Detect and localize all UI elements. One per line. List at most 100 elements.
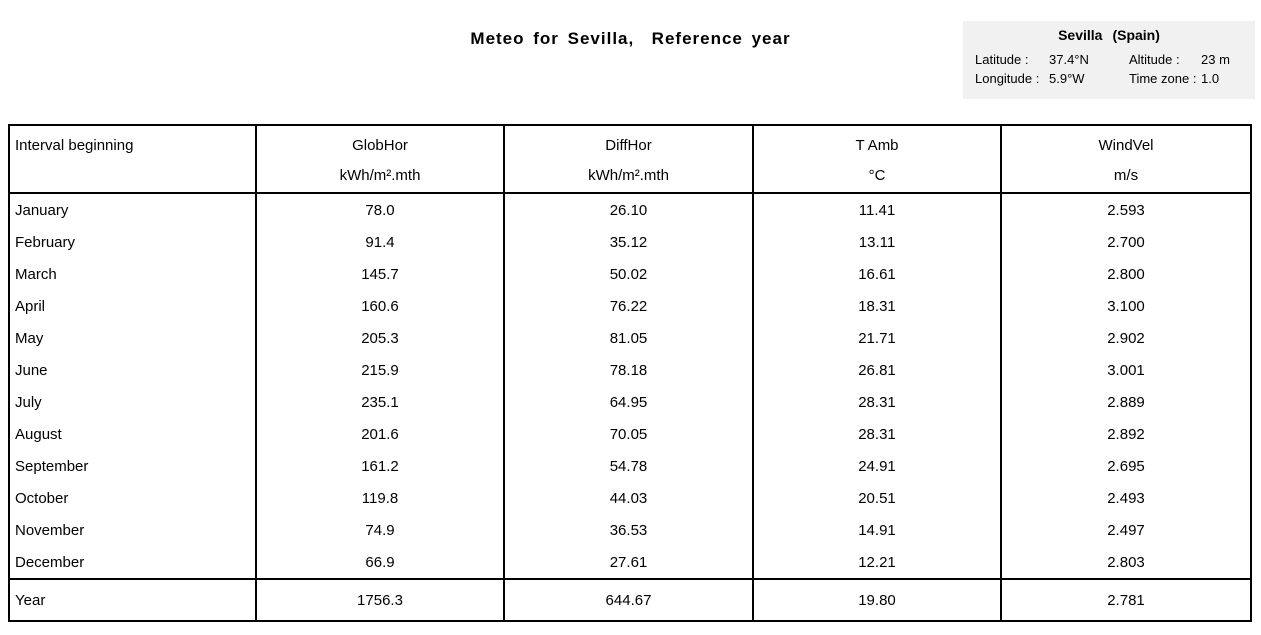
- value-cell: 119.8: [255, 482, 504, 514]
- month-cell: July: [15, 393, 42, 411]
- meteo-table-body: January 78.0 26.10 11.41 2.593 February 91.4 35…: [9, 193, 1251, 579]
- meteo-table-footer: Year 1756.3 644.67 19.80 2.781: [9, 578, 1251, 621]
- column-header-interval: Interval beginning: [9, 125, 256, 194]
- value-cell: 16.61: [752, 258, 1001, 290]
- location-country: (Spain): [1112, 27, 1160, 43]
- value-cell: 3.100: [1000, 290, 1251, 322]
- value-cell: 44.03: [503, 482, 753, 514]
- meteo-table-header: Interval beginning GlobHor kWh/m².mth Di…: [9, 125, 1251, 194]
- latitude-label: Latitude :: [975, 52, 1029, 67]
- location-info-panel: Sevilla (Spain) Latitude : 37.4°N Altitud…: [963, 21, 1255, 99]
- value-cell: 78.0: [255, 193, 504, 226]
- value-cell: 215.9: [255, 354, 504, 386]
- value-cell: 21.71: [752, 322, 1001, 354]
- value-cell: 20.51: [752, 482, 1001, 514]
- column-header-label: GlobHor: [352, 137, 408, 154]
- value-cell: 235.1: [255, 386, 504, 418]
- month-cell: August: [15, 425, 62, 443]
- table-row: October 119.8 44.03 20.51 2.493: [9, 482, 1251, 514]
- value-cell: 26.10: [503, 193, 753, 226]
- table-row: September 161.2 54.78 24.91 2.695: [9, 450, 1251, 482]
- value-cell: 64.95: [503, 386, 753, 418]
- value-cell: 2.497: [1000, 514, 1251, 546]
- table-row: July 235.1 64.95 28.31 2.889: [9, 386, 1251, 418]
- table-row: June 215.9 78.18 26.81 3.001: [9, 354, 1251, 386]
- table-row: December 66.9 27.61 12.21 2.803: [9, 546, 1251, 579]
- value-cell: 201.6: [255, 418, 504, 450]
- latitude-value: 37.4°N: [1049, 52, 1089, 67]
- longitude-label: Longitude :: [975, 71, 1040, 86]
- value-cell: 2.493: [1000, 482, 1251, 514]
- value-cell: 36.53: [503, 514, 753, 546]
- column-header-tamb: T Amb °C: [752, 125, 1001, 194]
- location-details: Latitude : 37.4°N Altitude : 23 m Longit…: [963, 52, 1255, 86]
- value-cell: 50.02: [503, 258, 753, 290]
- column-header-windvel: WindVel m/s: [1000, 125, 1251, 194]
- value-cell: 70.05: [503, 418, 753, 450]
- year-label-cell: Year: [9, 578, 256, 621]
- value-cell: 76.22: [503, 290, 753, 322]
- value-cell: 2.593: [1000, 193, 1251, 226]
- value-cell: 2.889: [1000, 386, 1251, 418]
- value-cell: 66.9: [255, 546, 504, 579]
- value-cell: 35.12: [503, 226, 753, 258]
- altitude-value: 23 m: [1201, 52, 1230, 67]
- value-cell: 74.9: [255, 514, 504, 546]
- value-cell: 14.91: [752, 514, 1001, 546]
- column-header-diffhor: DiffHor kWh/m².mth: [503, 125, 753, 194]
- altitude-label: Altitude :: [1129, 52, 1180, 67]
- column-header-label: DiffHor: [605, 137, 652, 154]
- table-row: January 78.0 26.10 11.41 2.593: [9, 193, 1251, 226]
- location-title: Sevilla (Spain): [963, 21, 1255, 43]
- value-cell: 28.31: [752, 386, 1001, 418]
- year-value-cell: 644.67: [503, 578, 753, 621]
- value-cell: 27.61: [503, 546, 753, 579]
- value-cell: 91.4: [255, 226, 504, 258]
- value-cell: 28.31: [752, 418, 1001, 450]
- value-cell: 13.11: [752, 226, 1001, 258]
- value-cell: 54.78: [503, 450, 753, 482]
- year-total-row: Year 1756.3 644.67 19.80 2.781: [9, 578, 1251, 621]
- value-cell: 24.91: [752, 450, 1001, 482]
- table-row: March 145.7 50.02 16.61 2.800: [9, 258, 1251, 290]
- longitude-value: 5.9°W: [1049, 71, 1085, 86]
- column-header-unit: m/s: [1113, 167, 1139, 184]
- timezone-label: Time zone :: [1129, 71, 1197, 86]
- month-cell: January: [15, 201, 69, 219]
- month-cell: October: [15, 489, 69, 507]
- year-value-cell: 19.80: [752, 578, 1001, 621]
- table-row: May 205.3 81.05 21.71 2.902: [9, 322, 1251, 354]
- month-cell: April: [15, 297, 46, 315]
- table-row: April 160.6 76.22 18.31 3.100: [9, 290, 1251, 322]
- value-cell: 26.81: [752, 354, 1001, 386]
- location-city: Sevilla: [1058, 27, 1103, 43]
- value-cell: 2.803: [1000, 546, 1251, 579]
- value-cell: 3.001: [1000, 354, 1251, 386]
- month-cell: May: [15, 329, 44, 347]
- table-header-row: Interval beginning GlobHor kWh/m².mth Di…: [9, 125, 1251, 194]
- table-row: February 91.4 35.12 13.11 2.700: [9, 226, 1251, 258]
- value-cell: 160.6: [255, 290, 504, 322]
- column-header-unit: kWh/m².mth: [339, 167, 421, 184]
- month-cell: November: [15, 521, 85, 539]
- table-row: November 74.9 36.53 14.91 2.497: [9, 514, 1251, 546]
- value-cell: 11.41: [752, 193, 1001, 226]
- value-cell: 2.800: [1000, 258, 1251, 290]
- value-cell: 161.2: [255, 450, 504, 482]
- value-cell: 12.21: [752, 546, 1001, 579]
- year-value-cell: 2.781: [1000, 578, 1251, 621]
- month-cell: December: [15, 553, 85, 571]
- month-cell: September: [15, 457, 89, 475]
- month-cell: June: [15, 361, 48, 379]
- value-cell: 18.31: [752, 290, 1001, 322]
- column-header-unit: kWh/m².mth: [588, 167, 669, 184]
- page-title: Meteo for Sevilla, Reference year: [470, 29, 791, 48]
- value-cell: 81.05: [503, 322, 753, 354]
- column-header-globhor: GlobHor kWh/m².mth: [255, 125, 504, 194]
- column-header-label: WindVel: [1098, 137, 1154, 154]
- value-cell: 145.7: [255, 258, 504, 290]
- meteo-table: Interval beginning GlobHor kWh/m².mth Di…: [8, 124, 1252, 622]
- year-value-cell: 1756.3: [255, 578, 504, 621]
- table-row: August 201.6 70.05 28.31 2.892: [9, 418, 1251, 450]
- value-cell: 2.902: [1000, 322, 1251, 354]
